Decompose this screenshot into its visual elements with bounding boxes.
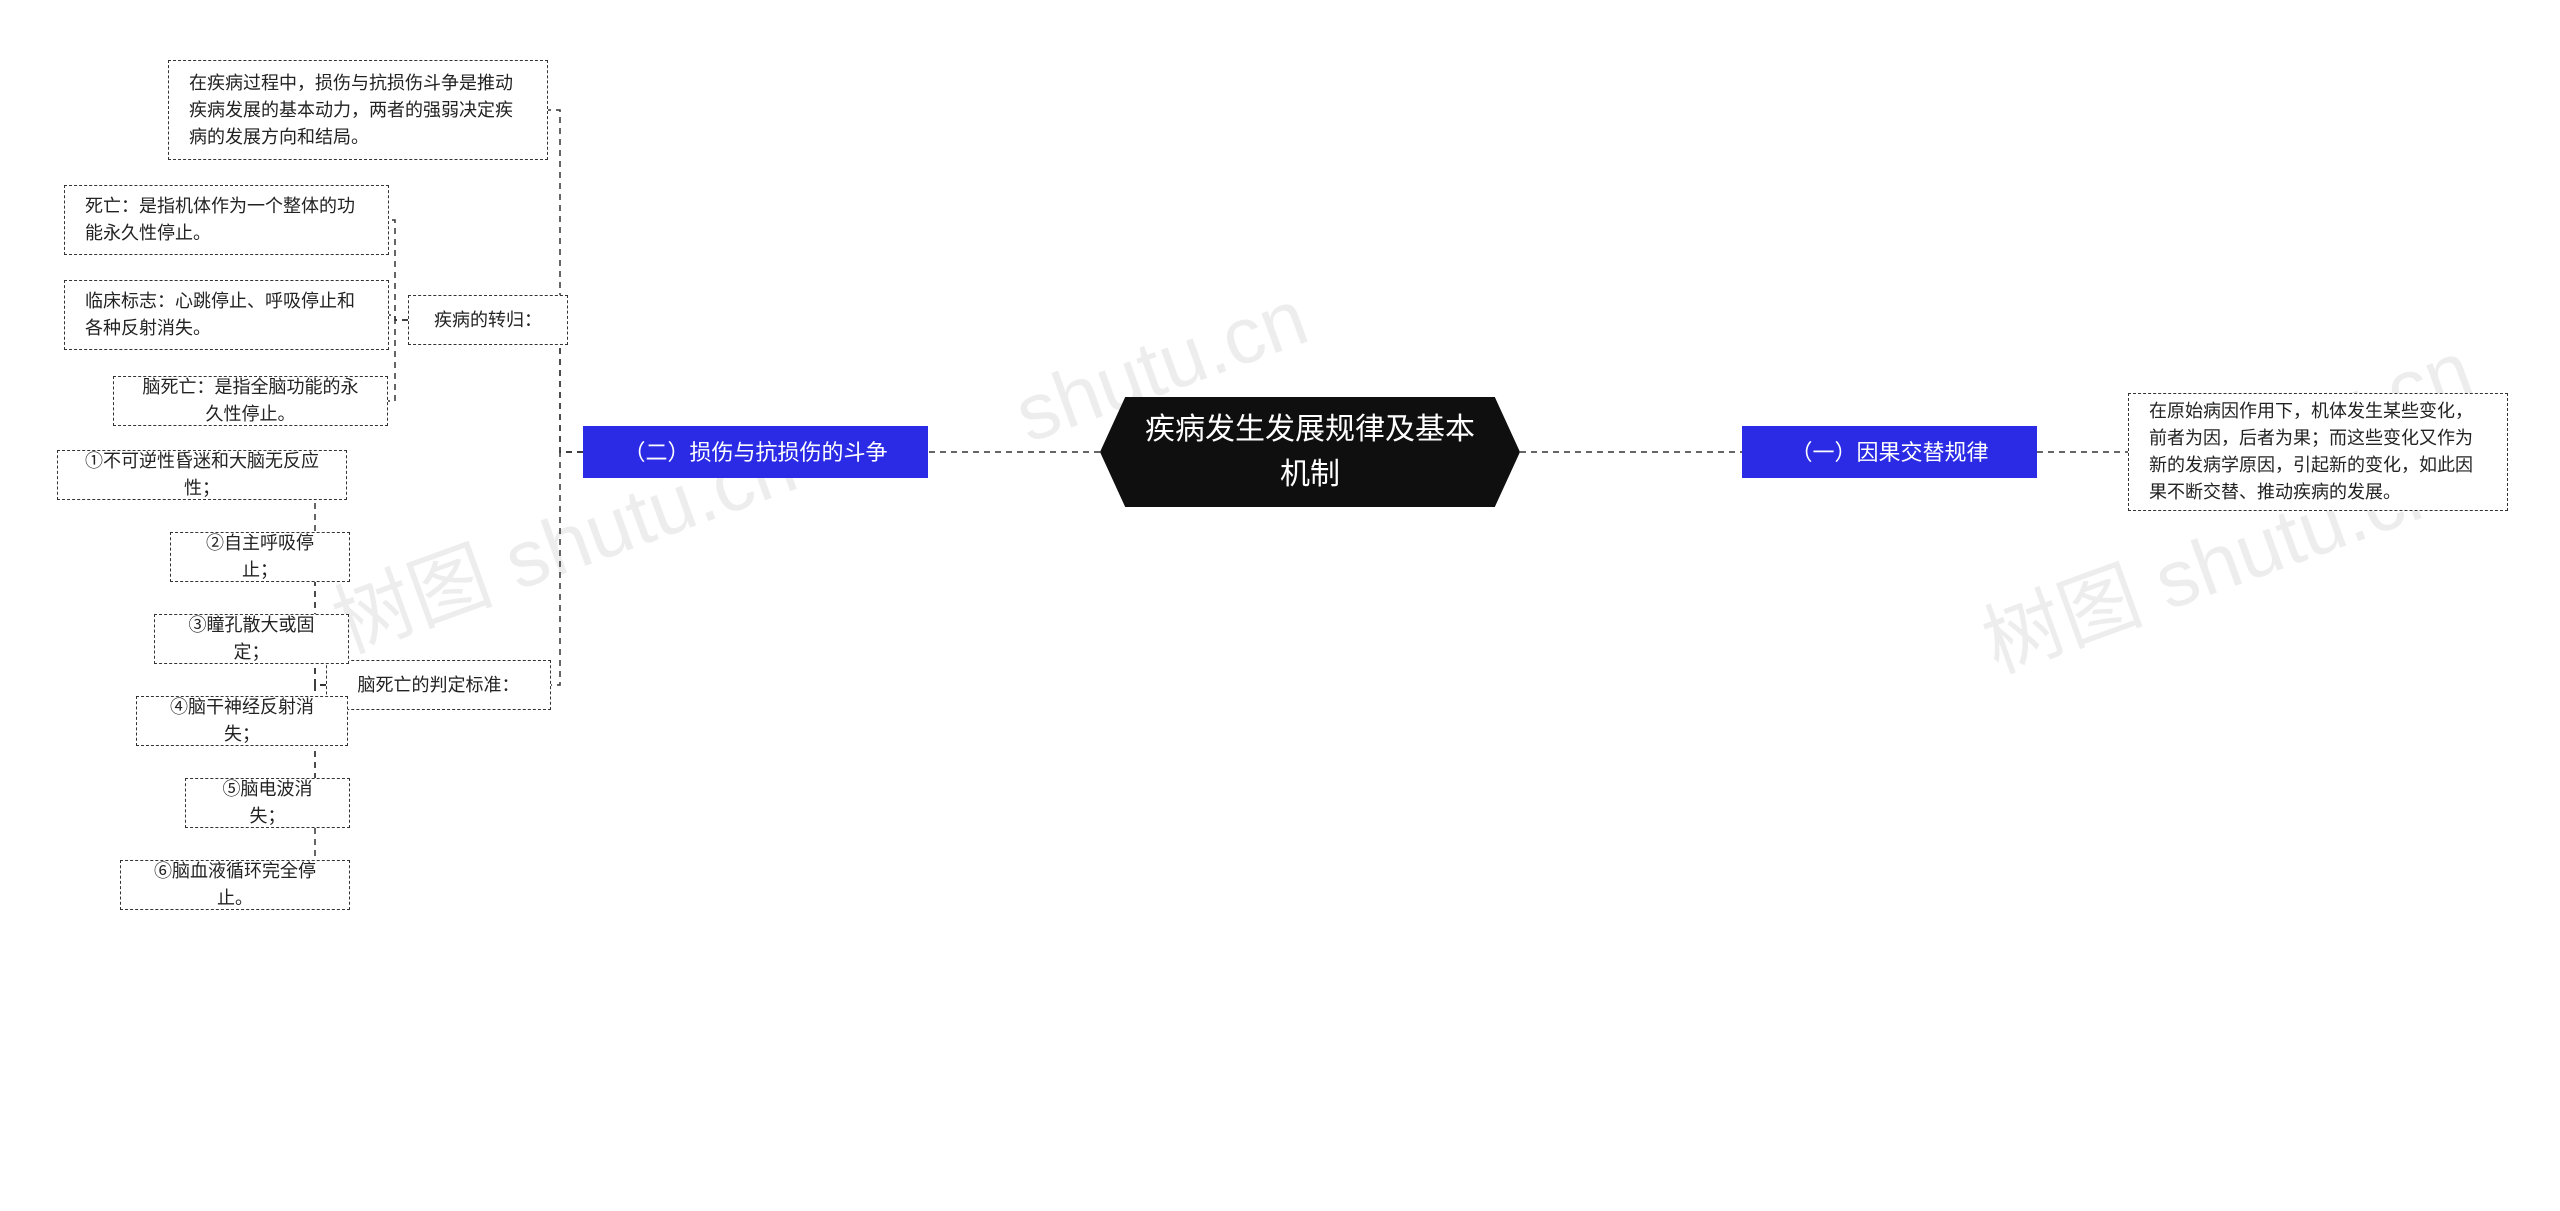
leaf-text: ⑥脑血液循环完全停止。 <box>141 858 329 912</box>
branch-label: 疾病的转归： <box>434 307 542 334</box>
leaf-node[interactable]: 死亡：是指机体作为一个整体的功能永久性停止。 <box>64 185 389 255</box>
leaf-node[interactable]: ①不可逆性昏迷和大脑无反应性； <box>57 450 347 500</box>
leaf-text: 脑死亡：是指全脑功能的永久性停止。 <box>134 374 367 428</box>
leaf-text: ⑤脑电波消失； <box>206 776 329 830</box>
mindmap-canvas: 树图 shutu.cn shutu.cn 树图 shutu.cn tu.cn <box>0 0 2560 1211</box>
primary-label: （二）损伤与抗损伤的斗争 <box>623 436 887 469</box>
leaf-text: 在原始病因作用下，机体发生某些变化，前者为因，后者为果；而这些变化又作为新的发病… <box>2149 398 2487 506</box>
leaf-node[interactable]: ②自主呼吸停止； <box>170 532 350 582</box>
connectors <box>0 0 2560 1211</box>
leaf-node[interactable]: 在疾病过程中，损伤与抗损伤斗争是推动疾病发展的基本动力，两者的强弱决定疾病的发展… <box>168 60 548 160</box>
leaf-node[interactable]: ④脑干神经反射消失； <box>136 696 348 746</box>
leaf-node[interactable]: 临床标志：心跳停止、呼吸停止和各种反射消失。 <box>64 280 389 350</box>
leaf-node[interactable]: 脑死亡：是指全脑功能的永久性停止。 <box>113 376 388 426</box>
leaf-text: 死亡：是指机体作为一个整体的功能永久性停止。 <box>85 193 368 247</box>
leaf-text: 临床标志：心跳停止、呼吸停止和各种反射消失。 <box>85 288 368 342</box>
leaf-text: ②自主呼吸停止； <box>191 530 329 584</box>
branch-node-outcome[interactable]: 疾病的转归： <box>408 295 568 345</box>
branch-label: 脑死亡的判定标准： <box>358 672 520 699</box>
root-label: 疾病发生发展规律及基本机制 <box>1132 407 1488 497</box>
leaf-node[interactable]: 在原始病因作用下，机体发生某些变化，前者为因，后者为果；而这些变化又作为新的发病… <box>2128 393 2508 511</box>
root-node[interactable]: 疾病发生发展规律及基本机制 <box>1100 397 1520 507</box>
leaf-node[interactable]: ⑥脑血液循环完全停止。 <box>120 860 350 910</box>
primary-label: （一）因果交替规律 <box>1790 436 1988 469</box>
primary-node-right[interactable]: （一）因果交替规律 <box>1742 426 2037 478</box>
leaf-text: ①不可逆性昏迷和大脑无反应性； <box>78 448 326 502</box>
leaf-text: ③瞳孔散大或固定； <box>175 612 328 666</box>
branch-node-braindeath[interactable]: 脑死亡的判定标准： <box>326 660 551 710</box>
primary-node-left[interactable]: （二）损伤与抗损伤的斗争 <box>583 426 928 478</box>
leaf-node[interactable]: ③瞳孔散大或固定； <box>154 614 349 664</box>
leaf-node[interactable]: ⑤脑电波消失； <box>185 778 350 828</box>
leaf-text: 在疾病过程中，损伤与抗损伤斗争是推动疾病发展的基本动力，两者的强弱决定疾病的发展… <box>189 70 527 151</box>
leaf-text: ④脑干神经反射消失； <box>157 694 327 748</box>
